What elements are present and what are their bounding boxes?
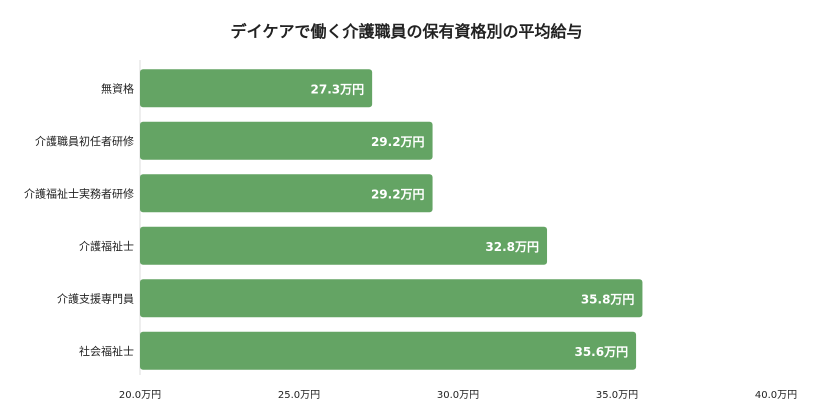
bar: [140, 121, 433, 160]
x-tick-label: 35.0万円: [596, 390, 638, 401]
value-label: 27.3万円: [311, 82, 365, 96]
value-label: 35.8万円: [581, 292, 635, 306]
value-label: 32.8万円: [485, 240, 539, 254]
bar: [140, 279, 643, 318]
x-tick-label: 40.0万円: [755, 390, 797, 401]
category-label: 介護支援専門員: [57, 291, 134, 305]
bar: [140, 331, 637, 370]
chart-title: デイケアで働く介護職員の保有資格別の平均給与: [230, 22, 583, 41]
value-label: 29.2万円: [371, 187, 425, 201]
category-label: 介護福祉士: [79, 239, 134, 253]
category-label: 社会福祉士: [79, 344, 134, 358]
bar: [140, 226, 548, 265]
bar: [140, 174, 433, 213]
value-label: 35.6万円: [574, 345, 628, 359]
category-label: 介護福祉士実務者研修: [24, 186, 134, 200]
x-tick-label: 30.0万円: [437, 390, 479, 401]
x-tick-label: 25.0万円: [278, 390, 320, 401]
value-label: 29.2万円: [371, 135, 425, 149]
bar: [140, 69, 373, 108]
x-tick-label: 20.0万円: [119, 390, 161, 401]
category-label: 介護職員初任者研修: [35, 134, 134, 148]
category-label: 無資格: [101, 81, 134, 95]
